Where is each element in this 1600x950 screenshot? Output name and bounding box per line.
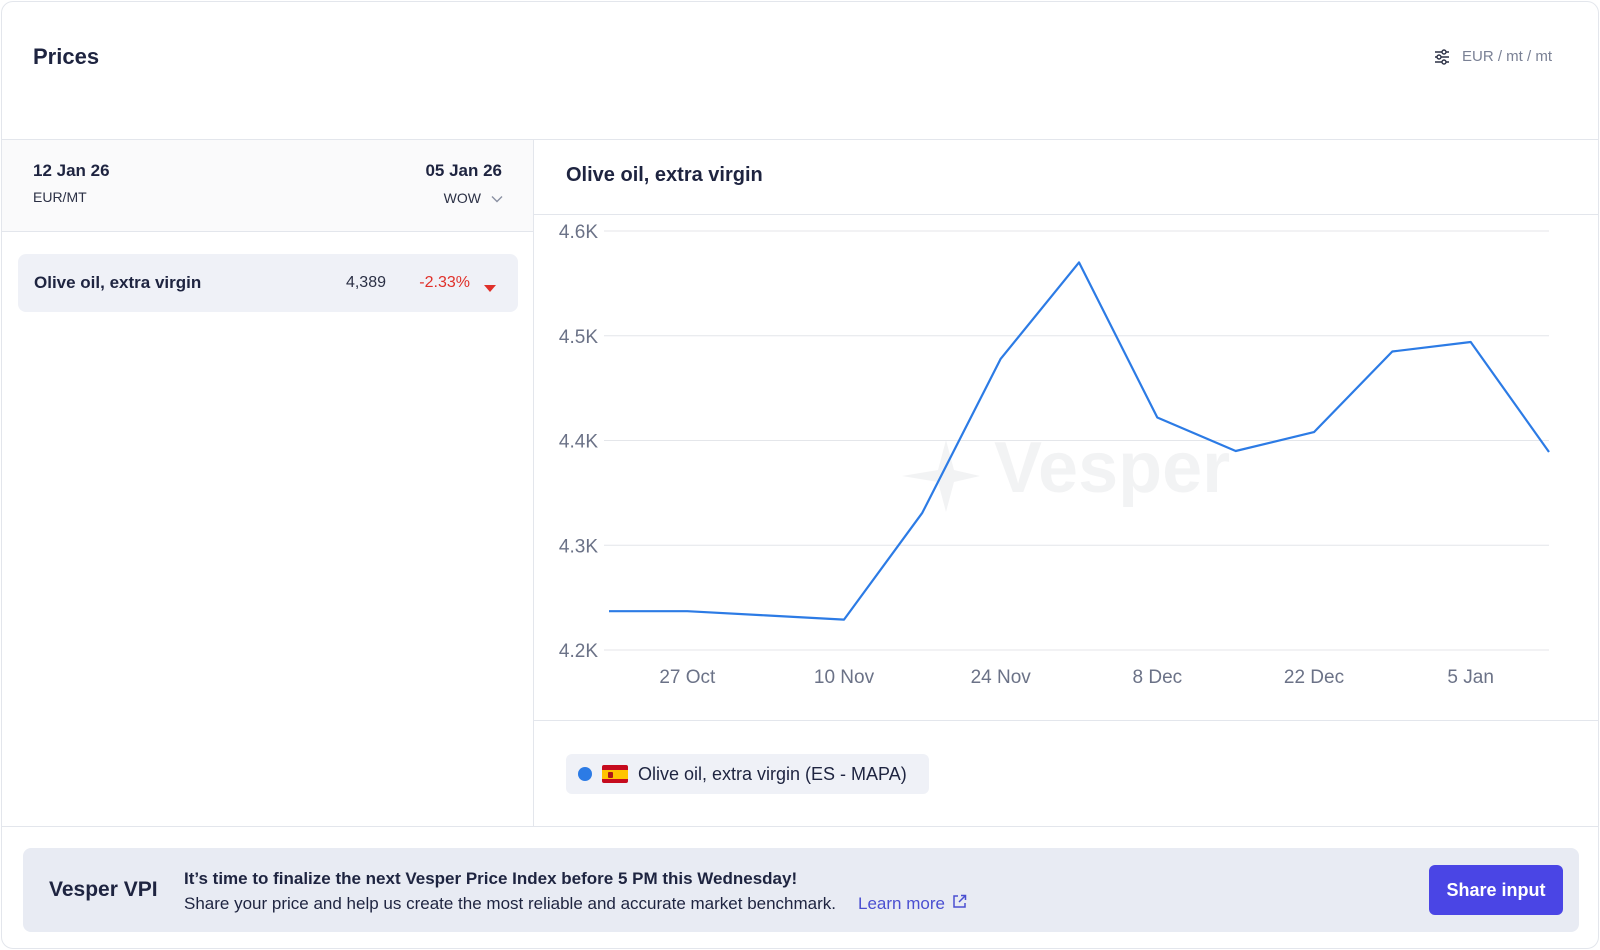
y-tick-label: 4.4K xyxy=(559,432,598,453)
price-change: -2.33% xyxy=(419,274,470,291)
vpi-banner: Vesper VPI It’s time to finalize the nex… xyxy=(23,848,1579,932)
x-tick-label: 27 Oct xyxy=(659,667,716,688)
banner-area: Vesper VPI It’s time to finalize the nex… xyxy=(2,826,1598,948)
learn-more-link[interactable]: Learn more xyxy=(858,894,967,914)
watermark-text: Vesper xyxy=(994,428,1230,508)
share-input-button[interactable]: Share input xyxy=(1429,865,1563,915)
x-tick-label: 24 Nov xyxy=(971,667,1032,688)
y-tick-label: 4.3K xyxy=(559,536,598,557)
chart-panel: Olive oil, extra virgin Vesper 4.2K 4.3K 4… xyxy=(534,140,1599,826)
price-table: 12 Jan 26 EUR/MT 05 Jan 26 WOW Olive oil… xyxy=(2,140,534,826)
table-header: 12 Jan 26 EUR/MT 05 Jan 26 WOW xyxy=(2,140,533,232)
units-label: EUR / mt / mt xyxy=(1462,48,1552,65)
chart-title: Olive oil, extra virgin xyxy=(566,164,763,186)
units-control[interactable]: EUR / mt / mt xyxy=(1434,48,1552,65)
price-chart[interactable]: Vesper 4.2K 4.3K 4.4K 4.5K 4.6K 27 Oct 10 Nov… xyxy=(534,140,1599,720)
banner-headline: It’s time to finalize the next Vesper Pr… xyxy=(184,869,798,888)
x-tick-label: 5 Jan xyxy=(1447,667,1493,688)
product-name: Olive oil, extra virgin xyxy=(34,273,202,292)
caret-down-icon xyxy=(484,280,496,298)
banner-brand: Vesper VPI xyxy=(49,878,158,901)
banner-body-line: Share your price and help us create the … xyxy=(184,894,967,914)
x-tick-label: 10 Nov xyxy=(814,667,875,688)
spain-flag-icon xyxy=(602,765,628,783)
divider xyxy=(534,214,1598,215)
product-price: 4,389 xyxy=(345,274,386,291)
x-tick-label: 8 Dec xyxy=(1133,667,1183,688)
compare-date: 05 Jan 26 xyxy=(425,161,502,180)
banner-body: Share your price and help us create the … xyxy=(184,894,837,913)
y-tick-label: 4.2K xyxy=(559,641,598,662)
unit-label: EUR/MT xyxy=(33,189,87,205)
external-link-icon xyxy=(952,894,967,914)
card-header: Prices EUR / mt / mt xyxy=(2,2,1598,140)
table-row[interactable]: Olive oil, extra virgin 4,389 -2.33% xyxy=(18,254,518,312)
legend-item[interactable]: Olive oil, extra virgin (ES - MAPA) xyxy=(566,754,929,794)
learn-more-label: Learn more xyxy=(858,894,945,913)
chevron-down-icon xyxy=(491,190,503,206)
series-line[interactable] xyxy=(609,261,1550,621)
series-dot-icon xyxy=(578,767,592,781)
sliders-icon[interactable] xyxy=(1434,48,1450,65)
divider xyxy=(534,720,1598,721)
y-tick-label: 4.6K xyxy=(559,222,598,243)
x-tick-label: 22 Dec xyxy=(1284,667,1344,688)
period-select[interactable]: WOW xyxy=(444,190,503,206)
current-date: 12 Jan 26 xyxy=(33,161,110,180)
legend-label: Olive oil, extra virgin (ES - MAPA) xyxy=(638,763,907,784)
period-value: WOW xyxy=(443,190,481,206)
page-title: Prices xyxy=(33,44,100,69)
y-tick-label: 4.5K xyxy=(559,327,598,348)
